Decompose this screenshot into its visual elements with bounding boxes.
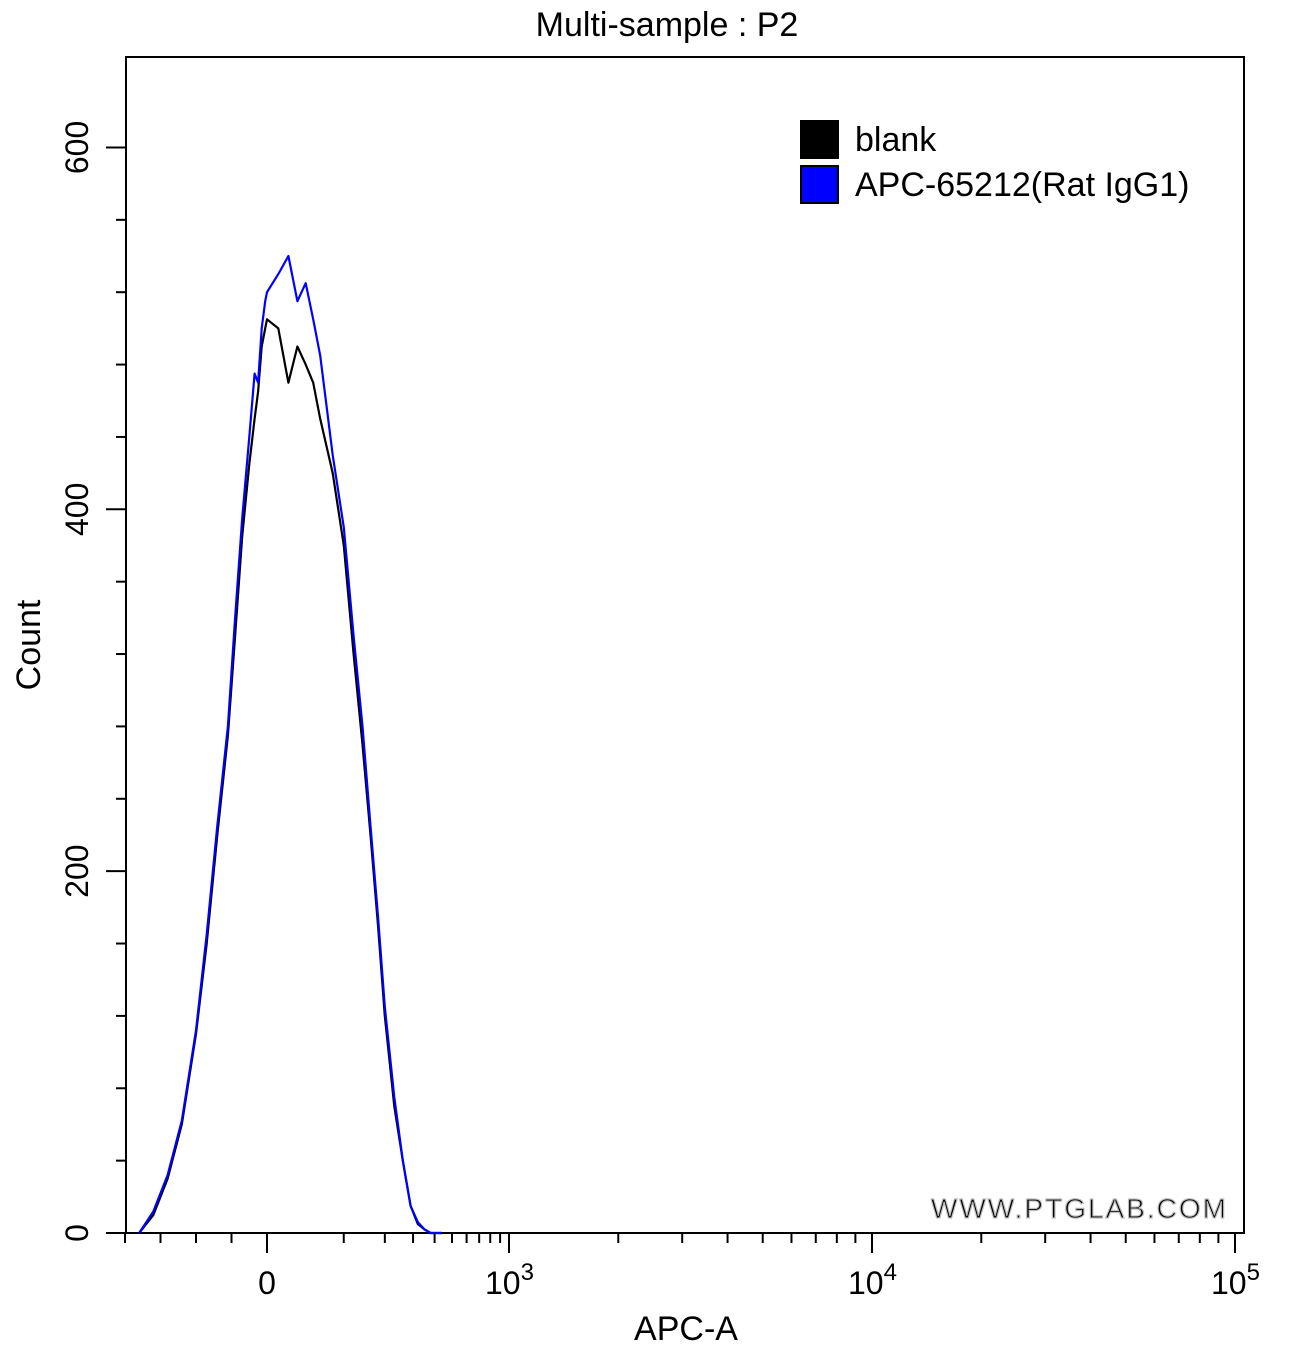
y-tick-label: 600 bbox=[59, 121, 95, 174]
legend: blank APC-65212(Rat IgG1) bbox=[800, 120, 1190, 204]
plot-border bbox=[125, 56, 1245, 1234]
chart-title: Multi-sample : P2 bbox=[536, 6, 799, 44]
y-minor-ticks bbox=[116, 218, 126, 1162]
legend-swatch bbox=[800, 120, 839, 159]
x-axis-ticks: 0 103 104 105 bbox=[258, 1233, 1260, 1301]
x-tick-label: 103 bbox=[485, 1259, 534, 1301]
legend-swatch bbox=[800, 165, 839, 204]
legend-label: APC-65212(Rat IgG1) bbox=[855, 166, 1190, 204]
plot-frame bbox=[125, 56, 1245, 1234]
x-tick-label: 104 bbox=[848, 1259, 897, 1301]
y-axis-ticks: 0 200 400 600 bbox=[59, 121, 126, 1242]
legend-label: blank bbox=[855, 121, 937, 159]
x-axis-label: APC-A bbox=[634, 1310, 738, 1348]
x-tick-label: 0 bbox=[258, 1265, 276, 1301]
watermark-text: WWW.PTGLAB.COM bbox=[931, 1193, 1228, 1224]
y-axis-label: Count bbox=[10, 599, 48, 690]
series-lines bbox=[138, 254, 442, 1235]
y-tick-label: 400 bbox=[59, 483, 95, 536]
series-apc-line bbox=[138, 254, 442, 1235]
y-tick-label: 0 bbox=[59, 1224, 95, 1242]
x-tick-label: 105 bbox=[1211, 1259, 1260, 1301]
x-minor-ticks bbox=[124, 1233, 1220, 1243]
y-tick-label: 200 bbox=[59, 844, 95, 897]
